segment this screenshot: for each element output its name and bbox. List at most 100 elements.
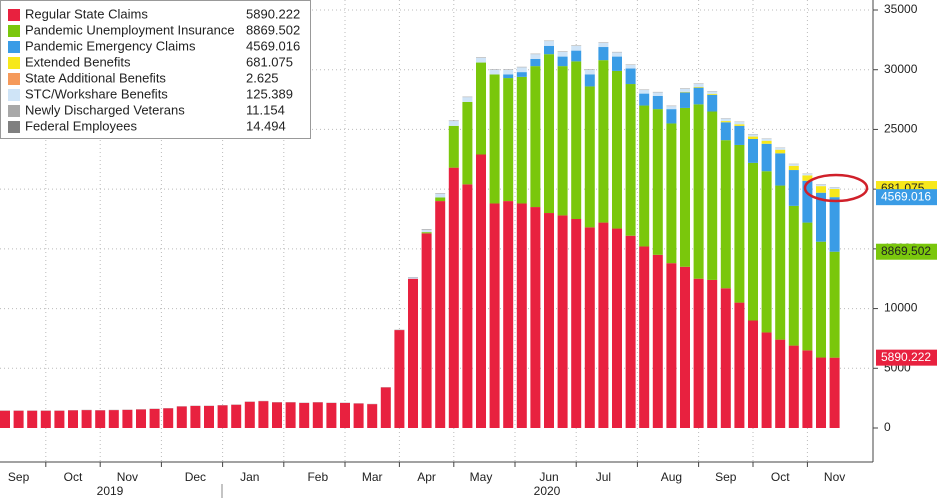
bar-segment xyxy=(380,387,391,428)
legend-swatch xyxy=(8,41,20,53)
bar-segment xyxy=(666,106,677,110)
bar-segment xyxy=(435,193,446,198)
bar-segment xyxy=(639,93,650,106)
bar-segment xyxy=(476,154,486,428)
bar-segment xyxy=(489,203,500,428)
bar-segment xyxy=(720,140,731,289)
bar-segment xyxy=(598,222,609,428)
legend-value: 11.154 xyxy=(246,102,285,117)
bar-segment xyxy=(734,302,745,428)
bar-segment xyxy=(95,410,106,428)
bar-segment xyxy=(775,147,786,150)
bar-segment xyxy=(40,410,51,428)
legend-swatch xyxy=(8,73,20,85)
bar-segment xyxy=(353,403,364,428)
bar-segment xyxy=(707,94,718,112)
bar-segment xyxy=(13,410,24,428)
bar-segment xyxy=(775,185,786,340)
bar-segment xyxy=(707,93,718,95)
bar-segment xyxy=(448,167,459,428)
bar-segment xyxy=(720,288,731,428)
x-tick-label: Feb xyxy=(307,470,328,484)
bar-segment xyxy=(435,201,446,428)
bar-segment xyxy=(612,228,622,428)
y-tick-label: 10000 xyxy=(884,301,918,315)
legend-swatch xyxy=(8,25,20,37)
bar-segment xyxy=(775,153,786,186)
bar-segment xyxy=(802,173,813,176)
bar-segment xyxy=(516,76,527,204)
bar-segment xyxy=(816,186,826,193)
bar-segment xyxy=(829,357,840,428)
legend-swatch xyxy=(8,89,20,101)
bar-segment xyxy=(244,401,255,428)
x-tick-label: Jul xyxy=(596,470,611,484)
bar-segment xyxy=(788,345,799,428)
bar-segment xyxy=(503,201,514,428)
bar-segment xyxy=(748,162,758,321)
bar-segment xyxy=(802,180,813,223)
bar-segment xyxy=(462,97,473,102)
bar-segment xyxy=(625,64,636,69)
bar-segment xyxy=(748,136,758,139)
bar-segment xyxy=(217,405,228,428)
bar-segment xyxy=(652,92,663,96)
bar-segment xyxy=(108,410,119,428)
value-tag-label: 4569.016 xyxy=(881,189,931,203)
bar-segment xyxy=(408,277,418,279)
bar-segment xyxy=(666,109,677,124)
x-tick-label: Dec xyxy=(185,470,206,484)
legend-value: 14.494 xyxy=(246,118,286,133)
bar-segment xyxy=(693,83,704,87)
bar-segment xyxy=(190,405,201,428)
bar-segment xyxy=(612,52,622,57)
bar-segment xyxy=(544,45,554,55)
legend: Regular State Claims 5890.222 Pandemic Une… xyxy=(0,0,311,139)
x-tick-label: May xyxy=(470,470,493,484)
bar-segment xyxy=(557,56,568,67)
bar-segment xyxy=(285,402,296,428)
value-tag-label: 5890.222 xyxy=(881,350,931,364)
bar-segment xyxy=(720,121,731,123)
bar-segment xyxy=(612,70,622,229)
bar-segment xyxy=(122,409,133,428)
bar-segment xyxy=(652,254,663,428)
bar-segment xyxy=(775,149,786,154)
x-tick-label: Nov xyxy=(824,470,845,484)
bar-segment xyxy=(802,175,813,181)
bar-segment xyxy=(829,189,840,198)
bar-segment xyxy=(734,125,745,145)
legend-value: 2.625 xyxy=(246,70,279,85)
bar-segment xyxy=(68,410,78,428)
bar-segment xyxy=(530,207,541,428)
bar-segment xyxy=(231,404,242,428)
bar-segment xyxy=(163,408,174,428)
bar-segment xyxy=(829,251,840,358)
bar-segment xyxy=(571,50,582,62)
bar-segment xyxy=(680,266,690,428)
bar-segment xyxy=(340,402,350,428)
x-tick-label: Oct xyxy=(64,470,83,484)
legend-value: 8869.502 xyxy=(246,22,300,37)
legend-label: Newly Discharged Veterans xyxy=(25,102,185,117)
bar-segment xyxy=(326,402,337,428)
bar-segment xyxy=(625,68,636,85)
bar-segment xyxy=(652,109,663,255)
bar-segment xyxy=(720,122,731,141)
bar-segment xyxy=(516,72,527,77)
bar-segment xyxy=(503,69,514,75)
bar-segment xyxy=(680,107,690,267)
bar-segment xyxy=(707,279,718,428)
legend-swatch xyxy=(8,105,20,117)
bar-segment xyxy=(421,229,432,233)
bar-segment xyxy=(802,222,813,351)
bar-segment xyxy=(176,406,187,428)
bar-segment xyxy=(503,78,514,202)
bar-segment xyxy=(666,263,677,428)
bar-segment xyxy=(544,41,554,46)
bar-segment xyxy=(557,51,568,57)
bar-segment xyxy=(775,339,786,428)
bar-segment xyxy=(816,184,826,187)
bar-segment xyxy=(734,124,745,126)
bar-segment xyxy=(625,84,636,236)
